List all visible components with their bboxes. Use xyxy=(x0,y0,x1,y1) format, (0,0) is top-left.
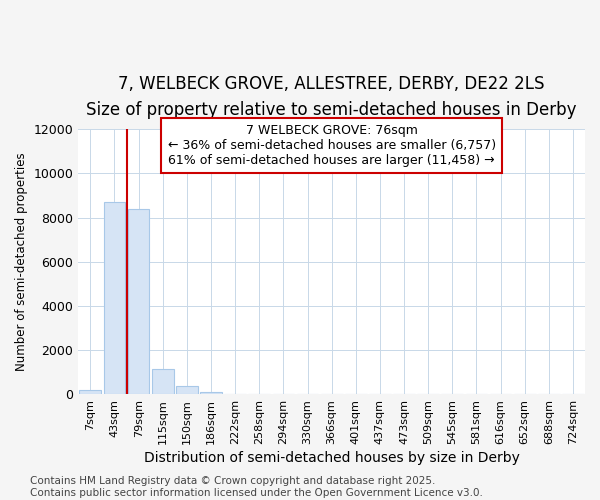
Text: Contains HM Land Registry data © Crown copyright and database right 2025.
Contai: Contains HM Land Registry data © Crown c… xyxy=(30,476,483,498)
Bar xyxy=(79,390,101,394)
Y-axis label: Number of semi-detached properties: Number of semi-detached properties xyxy=(15,152,28,371)
Bar xyxy=(176,386,198,394)
X-axis label: Distribution of semi-detached houses by size in Derby: Distribution of semi-detached houses by … xyxy=(144,451,520,465)
Bar xyxy=(152,368,173,394)
Bar xyxy=(104,202,125,394)
Bar xyxy=(128,208,149,394)
Text: 7 WELBECK GROVE: 76sqm
← 36% of semi-detached houses are smaller (6,757)
61% of : 7 WELBECK GROVE: 76sqm ← 36% of semi-det… xyxy=(167,124,496,167)
Title: 7, WELBECK GROVE, ALLESTREE, DERBY, DE22 2LS
Size of property relative to semi-d: 7, WELBECK GROVE, ALLESTREE, DERBY, DE22… xyxy=(86,75,577,120)
Bar xyxy=(200,392,222,394)
